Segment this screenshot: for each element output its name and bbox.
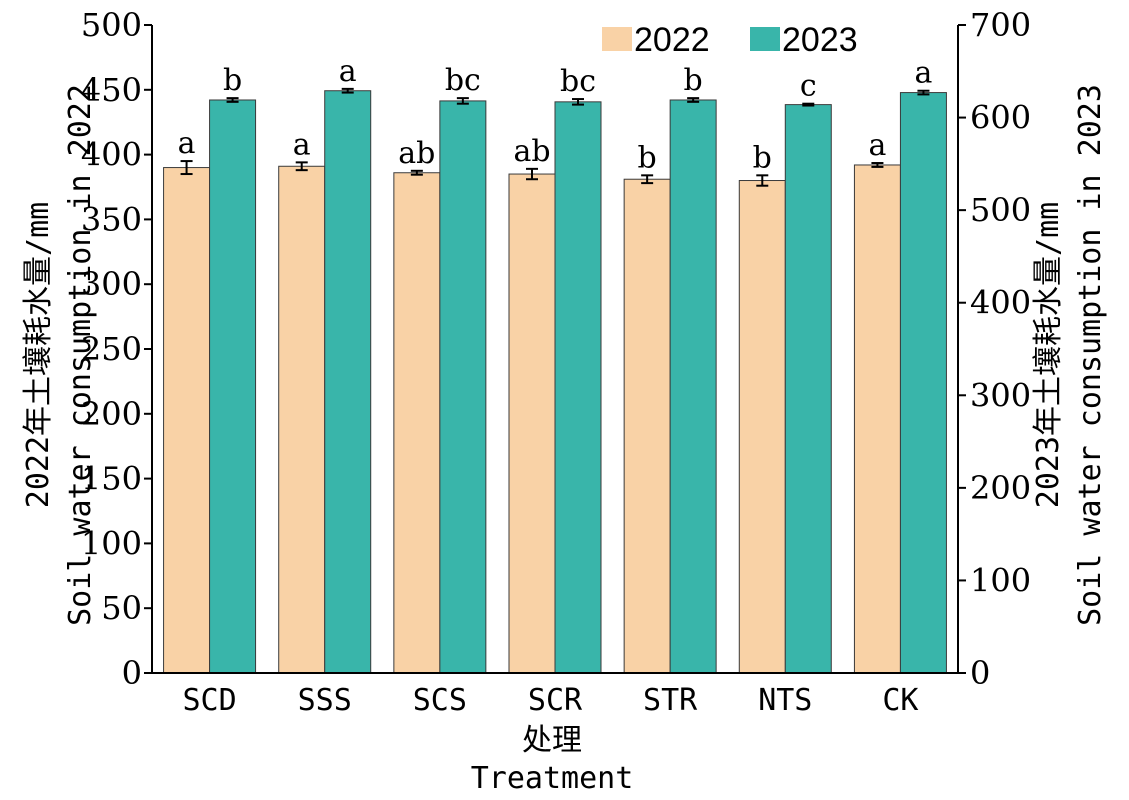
y-left-tick-label: 200 [81,395,142,433]
y-left-tick-label: 250 [81,330,142,368]
bar-2022-CK [853,164,901,674]
y-right-tick-label: 500 [970,191,1031,229]
y-right-tick-label: 600 [970,99,1031,137]
bars-group [163,90,947,674]
x-title-line2: Treatment [471,761,634,796]
y-right-tick-label: 300 [970,376,1031,414]
error-bars-group [180,87,930,187]
bar-2022-SCR [508,173,556,674]
bar-2023-SCR [554,101,602,674]
y-left-tick-label: 350 [81,200,142,238]
y-right-tick-label: 400 [970,284,1031,322]
significance-letter-2022-SSS: a [293,127,311,162]
x-category-label: SCD [182,683,236,718]
y-right-tick-label: 0 [970,654,990,692]
significance-letter-2023-SCD: b [223,63,242,98]
bar-2023-STR [669,99,717,674]
x-title-line1: 处理 [522,723,582,758]
axis-titles: 2022年土壤耗水量/mm Soil water consumption in … [21,84,1108,796]
y-left-tick-label: 100 [81,524,142,562]
significance-letter-2023-SCR: bc [560,64,596,99]
legend-label-2023: 2023 [782,21,858,59]
legend-label-2022: 2022 [634,21,710,59]
y-left-tick-label: 0 [122,654,142,692]
x-category-label: SCR [528,683,583,718]
axes-group: 0 50 100 150 200 250 300 350 400 450 500 0 100 200 300… [81,6,1031,718]
legend-swatch-2023 [750,27,780,51]
bar-2023-SSS [324,90,372,674]
legend: 2022 2023 [602,21,858,59]
bar-2023-SCS [439,100,487,674]
legend-swatch-2022 [602,27,632,51]
significance-letter-2023-SSS: a [339,54,357,89]
y-right-tick-label: 200 [970,469,1031,507]
y-right-title-line2: Soil water consumption in 2023 [1073,84,1108,626]
bar-2022-NTS [738,180,786,674]
significance-letter-2022-SCR: ab [513,134,550,169]
bar-2023-NTS [784,104,832,674]
y-left-title-line2: Soil water consumption in 2022 [63,84,98,626]
y-left-tick-label: 150 [81,460,142,498]
y-left-tick-label: 450 [81,71,142,109]
y-left-tick-label: 50 [101,589,142,627]
y-right-tick-label: 100 [970,561,1031,599]
significance-letters-group: a a ab ab b b ab a bc bc b c a [178,54,933,175]
significance-letter-2022-SCD: a [178,126,196,161]
significance-letter-2022-NTS: b [753,140,772,175]
bar-2023-SCD [209,99,257,674]
bar-2023-CK [899,92,947,674]
x-category-label: NTS [758,683,812,718]
y-left-tick-label: 300 [81,265,142,303]
significance-letter-2023-CK: a [914,56,932,91]
y-right-title-line1: 2023年土壤耗水量/mm [1031,202,1066,508]
y-left-title-line1: 2022年土壤耗水量/mm [21,202,56,508]
y-left-tick-label: 400 [81,136,142,174]
y-right-tick-label: 700 [970,6,1031,44]
significance-letter-2022-STR: b [638,140,657,175]
y-left-tick-label: 500 [81,6,142,44]
x-category-label: CK [882,683,918,718]
significance-letter-2022-CK: a [868,128,886,163]
bar-2022-SCS [393,172,441,674]
bar-2022-SSS [278,165,326,674]
significance-letter-2023-SCS: bc [445,63,481,98]
x-category-label: SCS [413,683,467,718]
x-category-label: SSS [298,683,352,718]
bar-2022-STR [623,178,671,674]
significance-letter-2023-STR: b [684,63,703,98]
significance-letter-2022-SCS: ab [398,136,435,171]
x-category-label: STR [643,683,698,718]
bar-2022-SCD [163,167,211,674]
significance-letter-2023-NTS: c [800,69,817,104]
